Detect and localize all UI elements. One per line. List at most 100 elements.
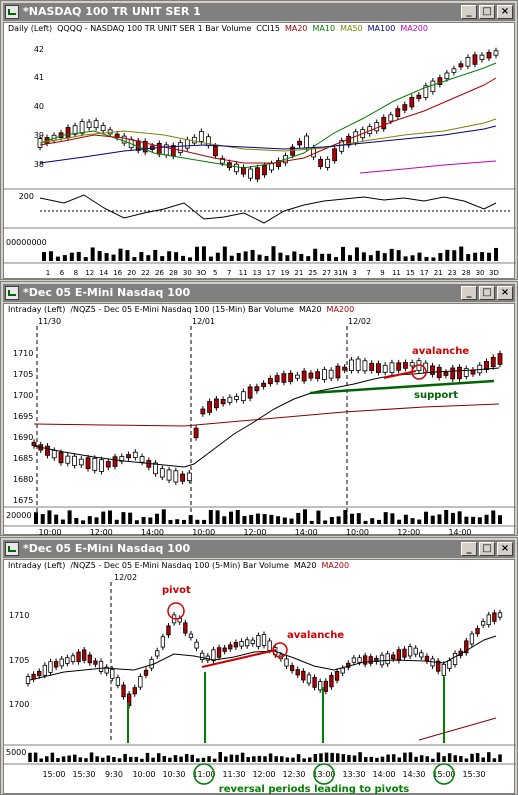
volume-bar xyxy=(262,514,267,524)
price-bar xyxy=(143,667,149,679)
price-bar xyxy=(486,611,491,628)
price-bar xyxy=(480,618,486,629)
reversal-time-circle xyxy=(193,763,215,785)
volume-bar xyxy=(263,756,267,762)
price-bar xyxy=(475,625,480,637)
maximize-button[interactable]: □ xyxy=(479,5,495,19)
time-axis-label: 31N xyxy=(334,269,348,277)
date-marker: 12/02 xyxy=(348,317,371,326)
ma20-line xyxy=(33,367,500,468)
chart-app-icon[interactable] xyxy=(5,286,19,300)
chart-area[interactable]: Intraday (Left) /NQZ5 - Dec 05 E-Mini Nas… xyxy=(3,559,516,795)
price-bar xyxy=(126,691,132,709)
time-axis-label: 28 xyxy=(462,269,471,277)
price-bar xyxy=(437,74,443,88)
price-bar xyxy=(322,366,327,383)
price-bar xyxy=(31,671,36,683)
volume-bar xyxy=(380,756,385,762)
title-bar[interactable]: *NASDAQ 100 TR UNIT SER 1 _ □ × xyxy=(3,3,515,21)
price-bar xyxy=(186,470,192,484)
volume-bar xyxy=(55,256,60,261)
volume-bar xyxy=(308,757,312,762)
price-axis-label: 1690 xyxy=(13,433,33,442)
time-axis-label: 10:00 xyxy=(346,528,369,536)
volume-bar xyxy=(329,516,334,524)
volume-bar xyxy=(354,247,359,261)
legend-item: Intraday (Left) xyxy=(8,561,66,570)
price-bar xyxy=(132,449,138,461)
price-axis-label: 1680 xyxy=(13,475,33,484)
legend-item: QQQQ - NASDAQ 100 TR UNIT SER 1 Bar Volu… xyxy=(57,24,252,33)
title-bar[interactable]: *Dec 05 E-Mini Nasdaq 100 _ □ × xyxy=(3,540,515,558)
volume-bar xyxy=(104,253,109,261)
price-bar xyxy=(328,367,334,382)
volume-bar xyxy=(341,754,346,762)
price-bar xyxy=(200,406,206,417)
close-button[interactable]: × xyxy=(497,286,513,300)
price-bar xyxy=(228,641,233,652)
minimize-button[interactable]: _ xyxy=(461,5,477,19)
ma10-line xyxy=(39,62,497,169)
price-bar xyxy=(142,138,148,155)
volume-bar xyxy=(358,752,362,762)
chart-area[interactable]: Daily (Left) QQQQ - NASDAQ 100 TR UNIT SE… xyxy=(3,22,516,279)
chart-app-icon[interactable] xyxy=(5,542,19,556)
volume-bar xyxy=(341,246,346,261)
volume-bar xyxy=(327,253,332,261)
price-bar xyxy=(308,369,314,382)
title-bar[interactable]: *Dec 05 E-Mini Nasdaq 100 _ □ × xyxy=(3,284,515,302)
chart-app-icon[interactable] xyxy=(5,5,19,19)
volume-bar xyxy=(173,755,178,762)
price-bar xyxy=(346,660,351,671)
price-bar xyxy=(227,394,233,406)
legend-item: MA200 xyxy=(326,305,355,314)
price-bar xyxy=(233,639,239,650)
time-axis-label: 20 xyxy=(127,269,136,277)
volume-bar xyxy=(123,753,127,762)
price-bar xyxy=(351,654,357,666)
time-axis-label: 10:30 xyxy=(162,770,185,779)
volume-bar xyxy=(48,251,53,261)
time-axis-label: 23 xyxy=(448,269,457,277)
close-button[interactable]: × xyxy=(497,542,513,556)
volume-bar xyxy=(375,757,379,762)
price-bar xyxy=(295,666,300,678)
time-axis-label: 15:30 xyxy=(72,770,95,779)
volume-bar xyxy=(81,520,86,524)
volume-bar xyxy=(39,758,43,762)
price-bar xyxy=(276,157,281,170)
volume-bar xyxy=(54,514,59,524)
volume-bar xyxy=(87,516,92,524)
volume-bar xyxy=(162,756,167,762)
price-bar xyxy=(126,451,131,461)
price-bar xyxy=(255,164,260,183)
ma200-line xyxy=(359,160,497,174)
volume-bar xyxy=(42,252,46,261)
maximize-button[interactable]: □ xyxy=(479,542,495,556)
volume-bar xyxy=(146,255,151,261)
volume-bar xyxy=(397,757,402,762)
legend-item: MA100 xyxy=(367,24,396,33)
volume-bar xyxy=(447,753,452,762)
volume-bar xyxy=(243,251,248,261)
maximize-button[interactable]: □ xyxy=(479,286,495,300)
volume-bar xyxy=(224,756,228,762)
price-bar xyxy=(451,65,457,76)
time-axis-label: 17 xyxy=(267,269,276,277)
minimize-button[interactable]: _ xyxy=(461,542,477,556)
volume-bar xyxy=(450,512,455,524)
price-bar xyxy=(211,646,216,664)
legend-item: CCI15 xyxy=(256,24,280,33)
avalanche-annotation: avalanche xyxy=(287,630,344,641)
time-axis-label: 30 xyxy=(183,269,192,277)
volume-bar xyxy=(235,509,240,524)
volume-bar xyxy=(389,248,394,261)
price-bar xyxy=(261,380,267,390)
price-bar xyxy=(149,656,154,672)
price-bar xyxy=(261,631,267,649)
cci-axis-label: 200 xyxy=(19,192,34,201)
minimize-button[interactable]: _ xyxy=(461,286,477,300)
chart-area[interactable]: Intraday (Left) /NQZ5 - Dec 05 E-Mini Nas… xyxy=(3,303,516,536)
close-button[interactable]: × xyxy=(497,5,513,19)
legend-item: Intraday (Left) xyxy=(8,305,66,314)
